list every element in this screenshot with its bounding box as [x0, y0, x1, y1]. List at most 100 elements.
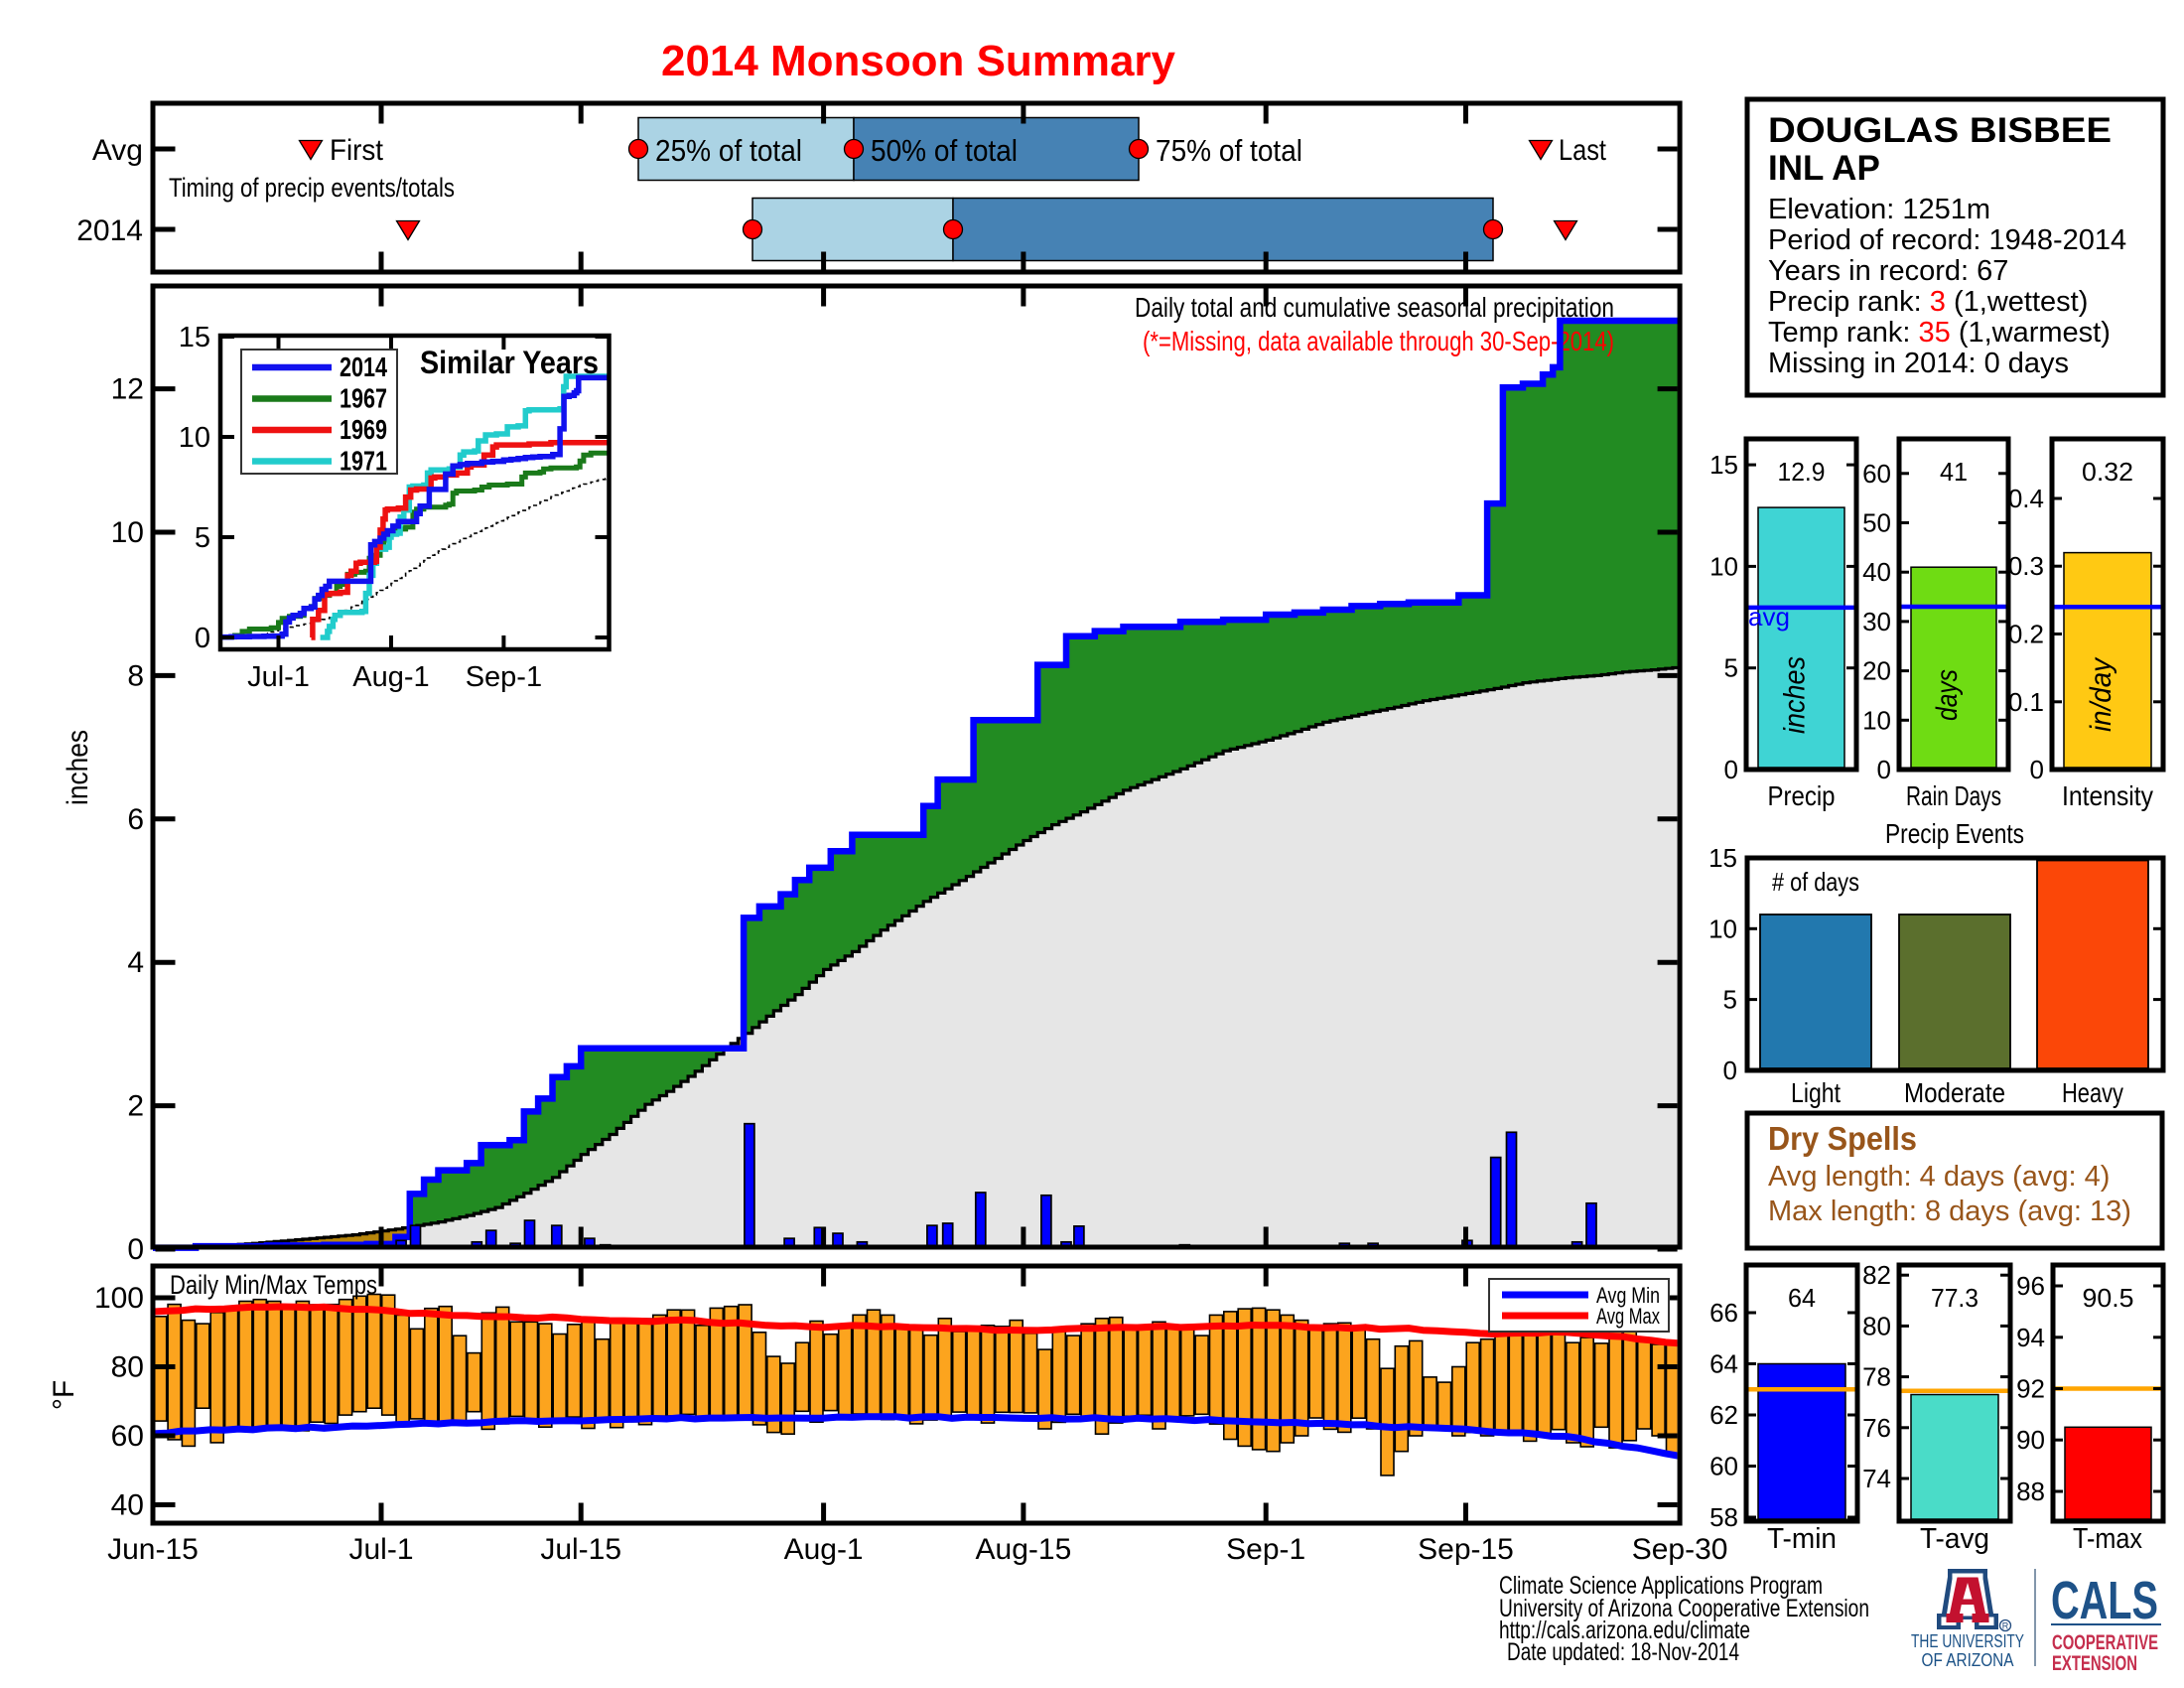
svg-text:Period of record: 1948-2014: Period of record: 1948-2014 — [1768, 224, 2126, 256]
svg-text:Years in record: 67: Years in record: 67 — [1768, 255, 2008, 287]
svg-text:25% of total: 25% of total — [655, 133, 802, 168]
svg-text:60: 60 — [1862, 459, 1891, 489]
svg-text:64: 64 — [1709, 1349, 1738, 1379]
svg-text:64: 64 — [1788, 1283, 1816, 1313]
svg-text:Precip Events: Precip Events — [1885, 818, 2024, 849]
svg-text:0.2: 0.2 — [2008, 620, 2044, 649]
svg-text:5: 5 — [1723, 985, 1737, 1015]
svg-text:T-min: T-min — [1767, 1523, 1837, 1555]
svg-text:0.3: 0.3 — [2008, 551, 2044, 581]
svg-text:15: 15 — [1709, 450, 1738, 480]
svg-text:COOPERATIVE: COOPERATIVE — [2052, 1631, 2158, 1654]
svg-text:First: First — [330, 134, 384, 167]
svg-text:10: 10 — [179, 422, 210, 454]
svg-text:Heavy: Heavy — [2062, 1077, 2123, 1108]
svg-text:Date updated: 18-Nov-2014: Date updated: 18-Nov-2014 — [1507, 1638, 1739, 1666]
svg-text:0.32: 0.32 — [2082, 457, 2133, 487]
svg-text:Precip: Precip — [1768, 780, 1836, 811]
svg-text:0: 0 — [1723, 1055, 1737, 1085]
svg-text:Sep-1: Sep-1 — [466, 661, 542, 693]
svg-text:Sep-15: Sep-15 — [1418, 1533, 1514, 1566]
svg-text:0: 0 — [2030, 755, 2044, 784]
svg-text:15: 15 — [1708, 843, 1737, 873]
svg-text:Max length: 8 days (avg: 13): Max length: 8 days (avg: 13) — [1768, 1196, 2131, 1227]
svg-text:60: 60 — [1709, 1452, 1738, 1481]
svg-text:Moderate: Moderate — [1904, 1077, 2005, 1108]
svg-text:Temp rank: 35 (1,warmest): Temp rank: 35 (1,warmest) — [1768, 317, 2111, 349]
svg-text:T-avg: T-avg — [1920, 1523, 1989, 1555]
svg-text:Light: Light — [1791, 1077, 1841, 1108]
svg-text:0: 0 — [195, 623, 210, 654]
svg-text:# of days: # of days — [1772, 867, 1859, 897]
svg-text:Last: Last — [1559, 134, 1607, 167]
svg-text:(*=Missing, data available thr: (*=Missing, data available through 30-Se… — [1143, 326, 1614, 356]
svg-text:10: 10 — [1708, 914, 1737, 943]
svg-text:Missing in 2014: 0 days: Missing in 2014: 0 days — [1768, 348, 2069, 379]
svg-text:Jun-15: Jun-15 — [107, 1533, 199, 1566]
svg-text:INL AP: INL AP — [1768, 149, 1880, 188]
svg-text:Avg Max: Avg Max — [1596, 1304, 1660, 1329]
svg-text:100: 100 — [94, 1282, 144, 1315]
svg-text:10: 10 — [1709, 551, 1738, 581]
svg-text:inches: inches — [62, 730, 94, 805]
svg-text:0: 0 — [1877, 755, 1891, 784]
svg-text:University of Arizona Cooperat: University of Arizona Cooperative Extens… — [1499, 1595, 1869, 1622]
svg-text:10: 10 — [1862, 705, 1891, 735]
svg-text:Similar Years: Similar Years — [420, 345, 599, 380]
svg-text:58: 58 — [1709, 1502, 1738, 1532]
svg-text:90.5: 90.5 — [2083, 1283, 2134, 1313]
svg-text:1971: 1971 — [340, 446, 387, 477]
svg-text:6: 6 — [127, 803, 144, 836]
svg-text:Elevation: 1251m: Elevation: 1251m — [1768, 194, 1990, 225]
svg-text:Intensity: Intensity — [2062, 780, 2153, 811]
svg-text:Avg length: 4 days (avg: 4): Avg length: 4 days (avg: 4) — [1768, 1161, 2110, 1193]
svg-text:50% of total: 50% of total — [871, 133, 1018, 168]
svg-text:Aug-1: Aug-1 — [352, 661, 429, 693]
svg-text:0.1: 0.1 — [2008, 687, 2044, 717]
svg-text:°F: °F — [48, 1380, 80, 1410]
svg-text:Daily Min/Max Temps: Daily Min/Max Temps — [170, 1270, 377, 1300]
svg-text:30: 30 — [1862, 607, 1891, 636]
svg-text:78: 78 — [1862, 1362, 1891, 1392]
svg-text:Aug-1: Aug-1 — [784, 1533, 864, 1566]
svg-text:Jul-1: Jul-1 — [348, 1533, 413, 1566]
svg-text:62: 62 — [1709, 1400, 1738, 1430]
svg-text:66: 66 — [1709, 1298, 1738, 1328]
svg-text:1967: 1967 — [340, 383, 387, 414]
svg-text:10: 10 — [111, 516, 144, 549]
svg-text:12: 12 — [111, 373, 144, 406]
svg-text:0.4: 0.4 — [2008, 484, 2044, 513]
svg-text:80: 80 — [1862, 1311, 1891, 1340]
svg-text:0: 0 — [1724, 755, 1738, 784]
svg-text:4: 4 — [127, 946, 144, 979]
svg-text:Climate Science Applications P: Climate Science Applications Program — [1499, 1572, 1823, 1600]
svg-text:Timing of precip events/totals: Timing of precip events/totals — [169, 173, 455, 203]
svg-text:DOUGLAS BISBEE: DOUGLAS BISBEE — [1768, 111, 2112, 150]
svg-text:2014 Monsoon Summary: 2014 Monsoon Summary — [661, 37, 1176, 85]
svg-text:1969: 1969 — [340, 414, 387, 445]
svg-text:12.9: 12.9 — [1778, 457, 1826, 487]
svg-text:Jul-1: Jul-1 — [247, 661, 310, 693]
svg-text:R: R — [2002, 1621, 2009, 1631]
svg-text:CALS: CALS — [2051, 1571, 2158, 1630]
svg-text:74: 74 — [1862, 1464, 1891, 1493]
svg-text:Avg Min: Avg Min — [1596, 1283, 1660, 1308]
svg-text:75% of total: 75% of total — [1156, 133, 1302, 168]
svg-text:Sep-30: Sep-30 — [1632, 1533, 1728, 1566]
svg-text:82: 82 — [1862, 1260, 1891, 1290]
svg-text:2014: 2014 — [76, 214, 143, 247]
svg-text:2: 2 — [127, 1090, 144, 1123]
svg-text:8: 8 — [127, 659, 144, 692]
svg-text:Rain Days: Rain Days — [1906, 780, 2001, 811]
svg-text:94: 94 — [2016, 1323, 2045, 1352]
svg-text:Daily total and cumulative sea: Daily total and cumulative seasonal prec… — [1135, 292, 1614, 323]
svg-text:96: 96 — [2016, 1271, 2045, 1301]
svg-text:Precip rank: 3 (1,wettest): Precip rank: 3 (1,wettest) — [1768, 286, 2088, 318]
svg-text:Sep-1: Sep-1 — [1226, 1533, 1305, 1566]
svg-text:5: 5 — [195, 522, 210, 554]
svg-text:EXTENSION: EXTENSION — [2052, 1652, 2137, 1675]
svg-text:avg: avg — [1748, 602, 1790, 632]
svg-text:90: 90 — [2016, 1425, 2045, 1455]
svg-text:15: 15 — [179, 322, 210, 353]
svg-text:http://cals.arizona.edu/climat: http://cals.arizona.edu/climate — [1499, 1617, 1750, 1644]
